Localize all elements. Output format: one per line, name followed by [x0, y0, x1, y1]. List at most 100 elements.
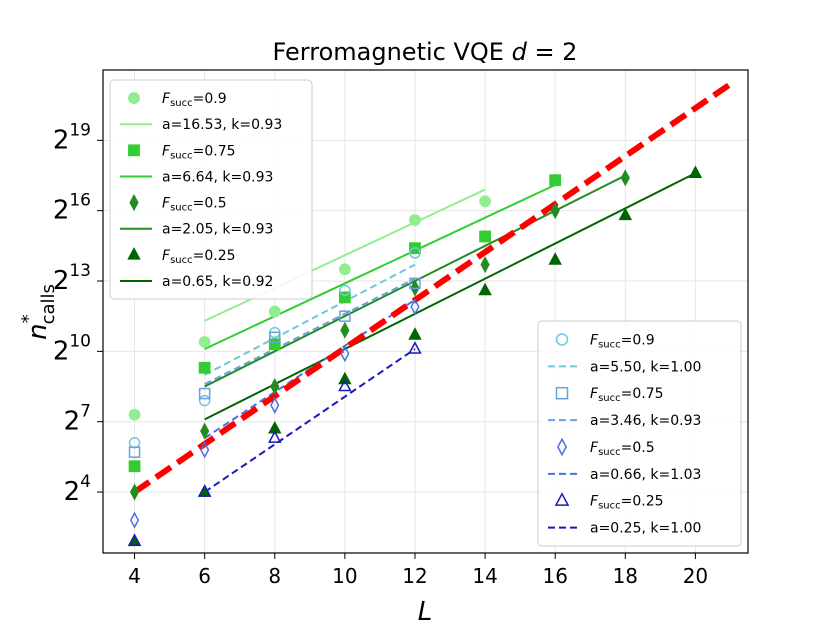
legend-label-0.25: Fsucc=0.25	[590, 494, 664, 512]
data-point-anti-0.9	[409, 247, 421, 259]
x-tick-label: 6	[198, 564, 211, 588]
legend-ferromagnetic: Fsucc=0.9 a=16.53, k=0.93 Fsucc=0.75 a=6.64…	[109, 79, 313, 300]
y-tick-label: 213	[53, 261, 91, 296]
data-point-ferro-0.5	[129, 483, 140, 501]
legend-comparison: Fsucc=0.9 a=5.50, k=1.00 Fsucc=0.75 a=3.46,…	[537, 320, 742, 547]
data-point-anti-0.5	[410, 298, 420, 316]
ticks-layer: 4 6 8 10 12 14 16 18 20 24 27 210 213 216 219	[53, 120, 708, 588]
legend-label-0.25: Fsucc=0.25	[162, 248, 236, 266]
x-tick-label: 20	[683, 564, 708, 588]
y-tick-label: 27	[64, 402, 91, 437]
data-point-anti-0.5	[129, 511, 140, 529]
legend-label-0.9: Fsucc=0.9	[162, 91, 227, 109]
x-tick-label: 16	[542, 564, 567, 588]
data-point-ferro-0.9	[198, 336, 211, 348]
legend-label-0.9: Fsucc=0.9	[590, 332, 655, 350]
data-point-ferro-0.5	[200, 422, 210, 440]
fit-line-ferro-0.75	[204, 183, 556, 350]
legend-marker-0.25	[554, 492, 570, 506]
data-point-ferro-0.25	[618, 207, 633, 221]
legend-label-0.5: Fsucc=0.5	[590, 440, 655, 458]
legend-fit-label-0.25: a=0.25, k=1.00	[590, 521, 701, 537]
data-point-ferro-0.5	[480, 256, 490, 274]
fit-line-ferro-0.25	[204, 172, 696, 421]
legend-marker-0.75	[128, 144, 140, 157]
data-point-anti-0.5	[270, 396, 280, 414]
y-tick-label: 24	[64, 472, 91, 507]
reference-line-layer	[132, 81, 733, 495]
x-axis-label: L	[418, 597, 433, 623]
reference-line	[132, 81, 733, 495]
fit-line-anti-0.25	[204, 348, 416, 493]
data-point-anti-0.25	[338, 378, 352, 392]
legend-marker-0.25	[127, 247, 141, 260]
data-point-ferro-0.75	[479, 230, 491, 243]
legend-fit-label-0.9: a=5.50, k=1.00	[590, 359, 701, 375]
fit-line-anti-0.75	[204, 277, 416, 386]
data-point-ferro-0.9	[409, 214, 421, 226]
data-point-ferro-0.75	[549, 174, 562, 187]
data-point-ferro-0.5	[620, 169, 630, 187]
data-point-ferro-0.75	[338, 291, 351, 304]
legend-box	[537, 320, 742, 547]
data-point-anti-0.25	[408, 341, 422, 354]
legend-marker-0.75	[555, 386, 569, 400]
legend-box	[109, 79, 313, 300]
fit-line-anti-0.9	[204, 263, 416, 376]
data-points-layer	[127, 165, 703, 547]
data-point-anti-0.5	[340, 345, 350, 363]
data-point-ferro-0.5	[270, 377, 280, 396]
legend-marker-0.9	[555, 333, 569, 346]
chart-title: Ferromagnetic VQE d = 2	[273, 38, 578, 66]
data-point-anti-0.5	[200, 441, 210, 459]
data-point-ferro-0.25	[338, 371, 352, 385]
legend-fit-label-0.75: a=3.46, k=0.93	[590, 413, 701, 429]
y-tick-label: 219	[53, 120, 91, 155]
y-tick-label: 216	[53, 191, 91, 226]
legend-label-0.75: Fsucc=0.75	[590, 386, 664, 404]
data-point-anti-0.75	[198, 387, 211, 400]
data-point-anti-0.25	[127, 533, 142, 547]
legend-label-0.5: Fsucc=0.5	[162, 196, 227, 214]
x-tick-label: 4	[128, 564, 141, 588]
legend-label-0.75: Fsucc=0.75	[162, 143, 236, 161]
legend-marker-0.5	[129, 194, 139, 212]
legend-marker-0.5	[557, 437, 567, 457]
legend-fit-label-0.75: a=6.64, k=0.93	[162, 169, 273, 185]
data-point-ferro-0.25	[478, 282, 492, 296]
data-point-anti-0.25	[268, 430, 282, 443]
data-point-ferro-0.75	[198, 361, 211, 374]
y-axis-label: n*calls	[18, 284, 59, 340]
data-point-ferro-0.75	[268, 338, 281, 351]
data-point-ferro-0.25	[408, 327, 422, 340]
data-point-ferro-0.9	[128, 408, 141, 421]
data-point-ferro-0.25	[688, 165, 703, 178]
data-point-ferro-0.9	[479, 195, 491, 208]
data-point-anti-0.75	[269, 331, 281, 344]
data-point-anti-0.75	[128, 446, 141, 458]
data-point-ferro-0.9	[268, 305, 281, 318]
y-tick-label: 210	[53, 331, 91, 366]
x-tick-label: 10	[332, 564, 357, 588]
data-point-ferro-0.25	[548, 252, 562, 265]
legend-fit-label-0.25: a=0.65, k=0.92	[162, 274, 273, 290]
data-point-ferro-0.5	[550, 202, 560, 220]
x-tick-label: 8	[268, 564, 281, 588]
legend-fit-label-0.9: a=16.53, k=0.93	[162, 117, 282, 133]
legend-fit-label-0.5: a=0.66, k=1.03	[590, 467, 701, 483]
legend-fit-label-0.5: a=2.05, k=0.93	[162, 222, 273, 238]
data-point-ferro-0.5	[340, 321, 350, 339]
x-tick-label: 18	[613, 564, 638, 588]
data-point-anti-0.75	[409, 277, 421, 290]
legend-marker-0.9	[128, 92, 140, 104]
data-point-anti-0.25	[197, 484, 212, 497]
data-point-ferro-0.75	[128, 460, 141, 473]
data-point-ferro-0.9	[338, 263, 351, 276]
plot-frame	[102, 69, 749, 554]
x-tick-label: 14	[472, 564, 497, 588]
data-point-anti-0.9	[339, 284, 351, 297]
x-tick-label: 12	[402, 564, 427, 588]
data-point-anti-0.9	[198, 394, 211, 407]
data-point-anti-0.75	[339, 310, 351, 322]
